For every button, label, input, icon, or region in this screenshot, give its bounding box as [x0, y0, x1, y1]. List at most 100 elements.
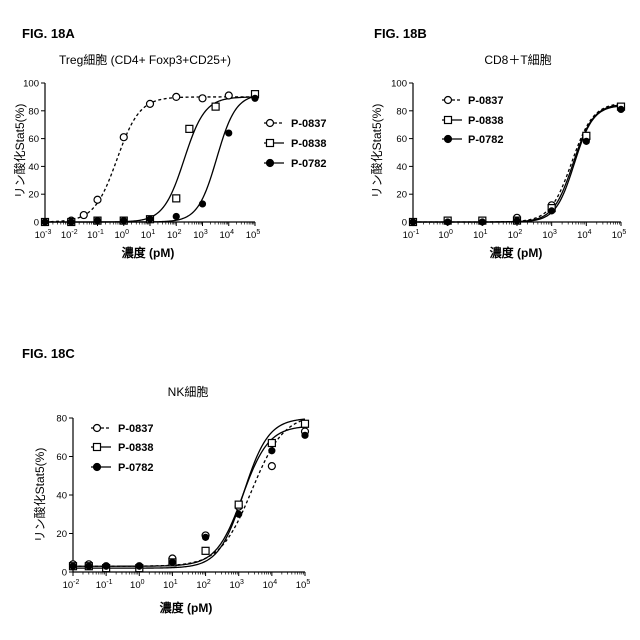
panel-label: FIG. 18B — [374, 26, 427, 41]
x-tick-label: 104 — [577, 229, 592, 241]
data-point-p-0782 — [548, 207, 556, 215]
panel-fig-18b: FIG. 18B CD8＋T細胞 リン酸化Stat5(%) 濃度 (pM) 0 2… — [369, 26, 626, 260]
data-point-p-0782 — [582, 137, 590, 145]
x-axis-label: 濃度 (pM) — [160, 600, 213, 615]
y-tick-label: 20 — [56, 529, 67, 540]
data-point-p-0838 — [185, 124, 194, 133]
chart-title: Treg細胞 (CD4+ Foxp3+CD25+) — [59, 53, 231, 67]
x-tick-exponent: -1 — [106, 579, 112, 586]
data-point-p-0782 — [444, 218, 452, 226]
data-point-p-0782 — [251, 94, 259, 102]
x-tick-base: 10 — [167, 230, 178, 241]
data-point-p-0838 — [172, 194, 181, 203]
data-point-p-0837 — [198, 94, 207, 103]
x-tick-exponent: 3 — [240, 579, 244, 586]
y-tick-label: 80 — [396, 106, 407, 117]
chart-title: CD8＋T細胞 — [484, 53, 551, 67]
data-point-p-0782 — [120, 217, 128, 225]
x-tick-exponent: 4 — [588, 229, 592, 236]
x-tick-label: 102 — [167, 229, 182, 241]
legend-marker-p-0782 — [443, 134, 453, 144]
x-tick-exponent: 5 — [256, 229, 260, 236]
legend-item-p-0838: P-0838 — [264, 138, 326, 150]
data-point-p-0782 — [617, 105, 625, 114]
x-tick-base: 10 — [196, 580, 207, 591]
x-tick-label: 103 — [229, 579, 244, 591]
x-tick-base: 10 — [542, 230, 553, 241]
data-point-p-0782 — [146, 215, 154, 223]
x-tick-base: 10 — [63, 580, 74, 591]
fit-curve-p-0838 — [73, 418, 306, 569]
x-tick-base: 10 — [612, 230, 623, 241]
x-tick-base: 10 — [130, 580, 141, 591]
panel-label: FIG. 18C — [22, 346, 75, 361]
y-tick-label: 40 — [56, 491, 67, 502]
x-tick-label: 105 — [246, 229, 261, 241]
x-tick-exponent: 2 — [207, 579, 211, 586]
legend-marker-p-0838 — [443, 115, 453, 125]
x-tick-label: 10-1 — [403, 229, 420, 241]
legend-item-p-0838: P-0838 — [442, 115, 503, 127]
x-axis-label: 濃度 (pM) — [122, 245, 175, 260]
legend-item-p-0837: P-0837 — [264, 118, 326, 130]
legend: P-0837 P-0838 P-0782 — [91, 423, 153, 474]
x-tick-exponent: -2 — [73, 579, 79, 586]
x-tick-exponent: 0 — [449, 229, 453, 236]
data-point-p-0782 — [409, 218, 417, 226]
data-point-p-0782 — [93, 217, 102, 225]
x-tick-base: 10 — [508, 230, 519, 241]
fit-curve-p-0782 — [45, 95, 256, 223]
y-tick-label: 40 — [396, 162, 407, 173]
x-tick-exponent: -3 — [45, 229, 51, 236]
data-point-p-0838 — [201, 546, 210, 555]
x-tick-exponent: 0 — [125, 229, 129, 236]
data-point-p-0782 — [69, 562, 77, 570]
x-tick-base: 10 — [141, 230, 152, 241]
data-point-p-0782 — [301, 431, 309, 439]
y-axis-label: リン酸化Stat5(%) — [12, 104, 27, 199]
y-tick-label: 40 — [28, 162, 39, 173]
legend-label-p-0838: P-0838 — [118, 442, 153, 454]
x-tick-base: 10 — [246, 230, 257, 241]
data-point-p-0838 — [234, 500, 243, 509]
x-tick-label: 105 — [612, 229, 627, 241]
x-tick-exponent: 5 — [622, 229, 626, 236]
x-tick-base: 10 — [220, 230, 231, 241]
data-point-p-0837 — [172, 92, 181, 102]
y-axis-label: リン酸化Stat5(%) — [32, 448, 47, 543]
legend-marker-p-0838 — [265, 138, 275, 148]
legend-item-p-0837: P-0837 — [91, 423, 153, 435]
legend-item-p-0782: P-0782 — [264, 158, 326, 170]
x-tick-exponent: 5 — [306, 579, 310, 586]
legend-marker-p-0838 — [92, 442, 102, 452]
legend-marker-p-0837 — [265, 118, 275, 128]
x-tick-base: 10 — [193, 230, 204, 241]
fit-curve-p-0782 — [73, 426, 306, 567]
legend-item-p-0838: P-0838 — [91, 442, 153, 454]
x-tick-label: 100 — [130, 579, 145, 591]
x-tick-exponent: -1 — [413, 229, 419, 236]
x-tick-exponent: 1 — [174, 579, 178, 586]
legend-label-p-0782: P-0782 — [291, 158, 326, 170]
data-point-p-0782 — [201, 533, 210, 541]
x-tick-label: 103 — [193, 229, 208, 241]
data-point-p-0782 — [135, 562, 143, 570]
y-tick-label: 60 — [396, 134, 407, 145]
data-point-p-0837 — [119, 133, 128, 142]
legend-marker-p-0837 — [443, 95, 453, 105]
x-tick-exponent: 1 — [151, 229, 155, 236]
x-tick-label: 10-3 — [35, 229, 52, 241]
x-tick-label: 10-1 — [96, 579, 113, 591]
x-tick-base: 10 — [61, 230, 72, 241]
x-tick-exponent: 3 — [553, 229, 557, 236]
x-tick-base: 10 — [229, 580, 240, 591]
x-tick-base: 10 — [96, 580, 107, 591]
x-tick-exponent: 1 — [484, 229, 488, 236]
y-tick-label: 60 — [28, 134, 39, 145]
x-tick-label: 104 — [263, 579, 278, 591]
data-point-p-0782 — [102, 562, 110, 570]
x-tick-exponent: -2 — [71, 229, 77, 236]
legend-label-p-0838: P-0838 — [468, 115, 503, 127]
y-tick-label: 100 — [23, 79, 39, 90]
